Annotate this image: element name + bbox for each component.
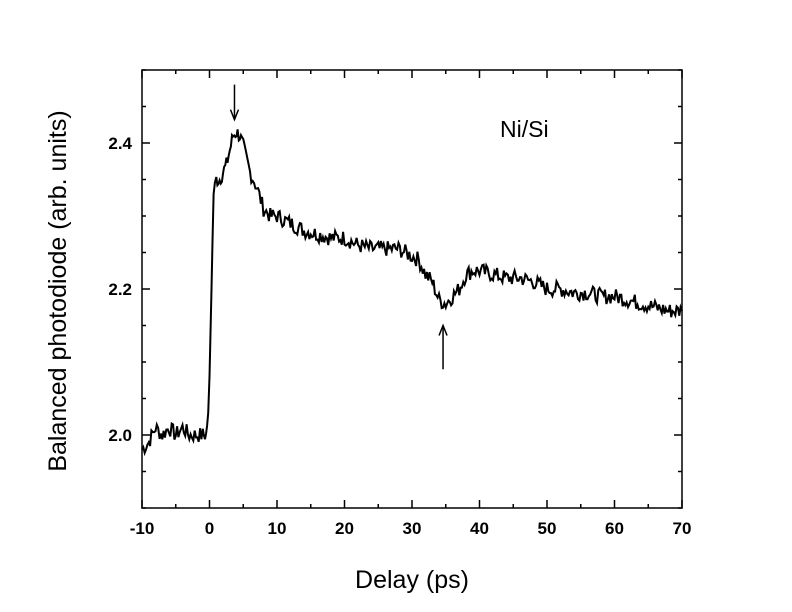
x-tick-label: 60	[605, 519, 624, 538]
arrow-down-head	[229, 109, 240, 122]
x-tick-label: 20	[335, 519, 354, 538]
x-tick-label: 70	[673, 519, 692, 538]
y-tick-label: 2.0	[108, 426, 132, 445]
annotation-label: Ni/Si	[500, 116, 549, 142]
x-tick-label: 30	[403, 519, 422, 538]
y-tick-label: 2.2	[108, 280, 132, 299]
arrow-up-head	[438, 323, 448, 336]
axis-ticks	[141, 69, 683, 509]
x-tick-label: 40	[470, 519, 489, 538]
x-tick-label: 0	[205, 519, 214, 538]
y-axis-title: Balanced photodiode (arb. units)	[44, 110, 72, 471]
axis-tick-labels: -10 0 10 20 30 40 50 60 70 2.0 2.2 2.4	[108, 134, 691, 538]
y-tick-label: 2.4	[108, 134, 132, 153]
x-tick-label: 50	[538, 519, 557, 538]
x-axis-title: Delay (ps)	[355, 566, 469, 594]
x-tick-label: 10	[268, 519, 287, 538]
x-tick-label: -10	[130, 519, 155, 538]
series-line	[141, 129, 683, 457]
annotations	[229, 84, 448, 370]
